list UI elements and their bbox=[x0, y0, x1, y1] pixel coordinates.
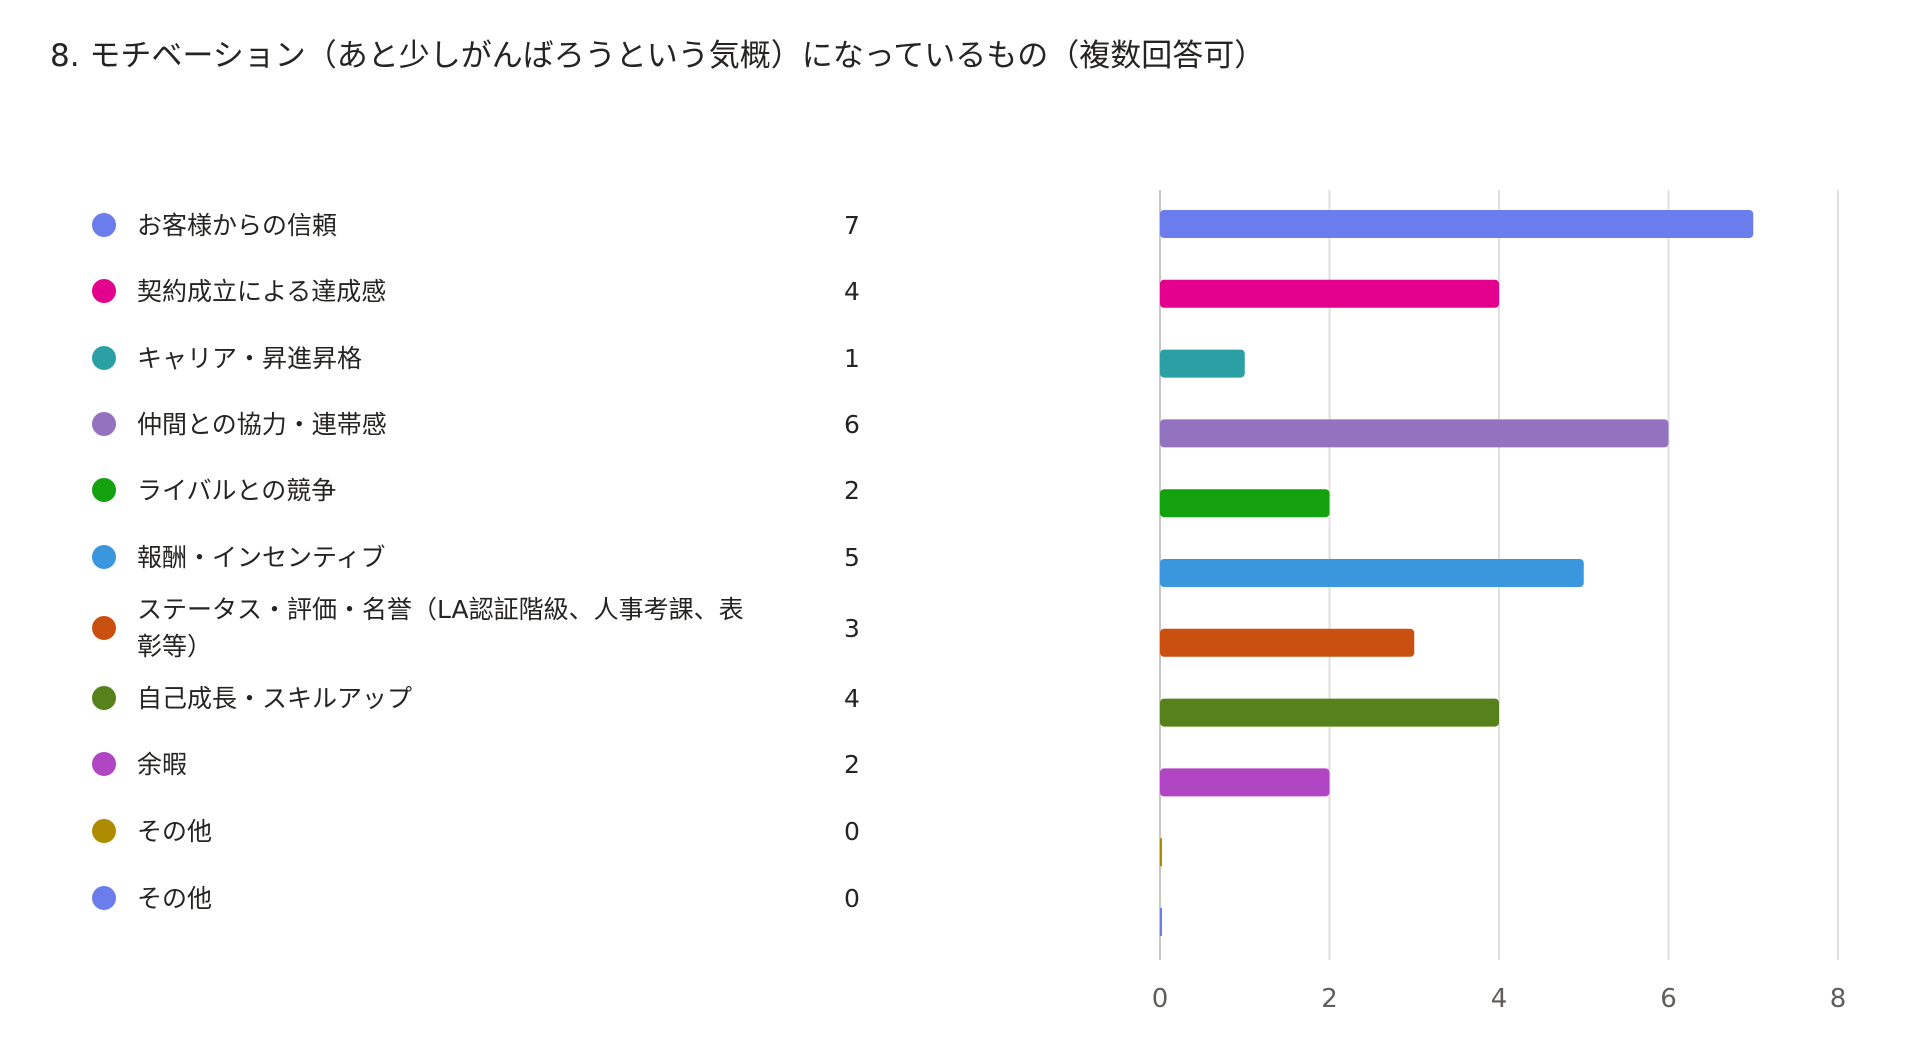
x-tick-label: 0 bbox=[1152, 984, 1169, 1014]
legend-dot-icon bbox=[92, 478, 116, 502]
bar[interactable] bbox=[1160, 838, 1162, 867]
legend-value: 7 bbox=[844, 210, 860, 240]
legend-label: その他 bbox=[137, 883, 213, 913]
legend-dot-icon bbox=[92, 412, 116, 436]
bar[interactable] bbox=[1160, 768, 1330, 797]
x-tick-label: 4 bbox=[1491, 984, 1508, 1014]
bar[interactable] bbox=[1160, 279, 1499, 308]
bar[interactable] bbox=[1160, 698, 1499, 727]
chart-title: 8. モチベーション（あと少しがんばろうという気概）になっているもの（複数回答可… bbox=[50, 38, 1266, 74]
legend-label: 余暇 bbox=[137, 749, 188, 779]
legend-dot-icon bbox=[92, 886, 116, 910]
chart-legend: お客様からの信頼 7 契約成立による達成感 4 キャリア・昇進昇格 1 仲間との協力・連帯感… bbox=[0, 0, 900, 1063]
legend-value: 6 bbox=[844, 409, 860, 439]
legend-dot-icon bbox=[92, 545, 116, 569]
legend-value: 0 bbox=[844, 883, 860, 913]
legend-label: その他 bbox=[137, 816, 213, 846]
legend-label: お客様からの信頼 bbox=[137, 210, 338, 240]
bar[interactable] bbox=[1160, 210, 1754, 238]
bar[interactable] bbox=[1160, 559, 1584, 587]
x-tick-label: 2 bbox=[1321, 984, 1338, 1014]
bar[interactable] bbox=[1160, 419, 1669, 448]
legend-dot-icon bbox=[92, 279, 116, 303]
legend-label: 報酬・インセンティブ bbox=[137, 542, 386, 572]
bar[interactable] bbox=[1160, 628, 1415, 657]
legend-dot-icon bbox=[92, 346, 116, 370]
legend-dot-icon bbox=[92, 213, 116, 237]
legend-value: 1 bbox=[844, 343, 860, 373]
legend-dot-icon bbox=[92, 752, 116, 776]
legend-label: ライバルとの競争 bbox=[137, 475, 337, 505]
bar[interactable] bbox=[1160, 489, 1330, 518]
legend-dot-icon bbox=[92, 686, 116, 710]
bar[interactable] bbox=[1160, 349, 1245, 378]
legend-label: キャリア・昇進昇格 bbox=[137, 343, 363, 373]
bar[interactable] bbox=[1160, 908, 1162, 936]
legend-value: 5 bbox=[844, 542, 860, 572]
legend-dot-icon bbox=[92, 616, 116, 640]
legend-value: 4 bbox=[844, 683, 860, 713]
legend-value: 0 bbox=[844, 816, 860, 846]
legend-value: 3 bbox=[844, 613, 860, 643]
legend-label: 仲間との協力・連帯感 bbox=[137, 409, 387, 439]
legend-dot-icon bbox=[92, 819, 116, 843]
legend-value: 2 bbox=[844, 749, 860, 779]
legend-label: 契約成立による達成感 bbox=[137, 276, 387, 306]
legend-value: 4 bbox=[844, 276, 860, 306]
legend-label: 自己成長・スキルアップ bbox=[137, 683, 413, 713]
legend-value: 2 bbox=[844, 475, 860, 505]
legend-label: ステータス・評価・名誉（LA認証階級、人事考課、表彰等） bbox=[137, 595, 744, 661]
x-tick-label: 8 bbox=[1830, 984, 1847, 1014]
x-tick-label: 6 bbox=[1660, 984, 1677, 1014]
